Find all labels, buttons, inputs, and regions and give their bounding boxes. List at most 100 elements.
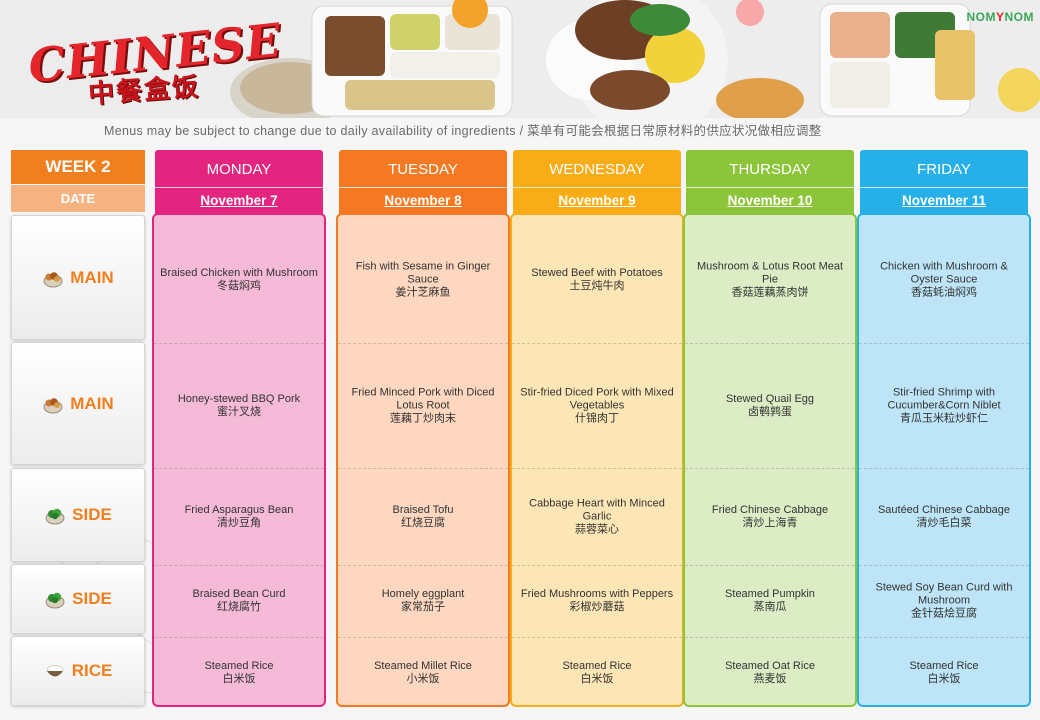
dish-name-en: Stewed Soy Bean Curd with Mushroom [875, 581, 1013, 607]
dish-name-cn: 家常茄子 [401, 601, 445, 613]
dish-name-en: Fried Minced Pork with Diced Lotus Root [351, 386, 495, 411]
dish-wednesday-4: Fried Mushrooms with Peppers 彩椒炒蘑菇 [512, 588, 682, 614]
dish-name-cn: 冬菇焖鸡 [217, 279, 261, 292]
dish-name-en: Steamed Pumpkin [725, 588, 815, 600]
row-label-main-2: MAIN [11, 342, 145, 465]
dish-name-en: Fried Asparagus Bean [184, 504, 294, 516]
dish-name-cn: 蒸南瓜 [753, 601, 787, 613]
dish-name-cn: 白米饭 [222, 673, 256, 685]
dish-monday-3: Fried Asparagus Bean 清炒豆角 [154, 504, 324, 530]
row-label-text: MAIN [70, 393, 114, 413]
header-divider [686, 187, 854, 188]
row-label-text: SIDE [72, 505, 112, 524]
brand-logo: NOMYNOM [966, 10, 1034, 24]
dish-name-en: Chicken with Mushroom & Oyster Sauce [880, 260, 1008, 285]
day-name: THURSDAY [729, 160, 811, 178]
chinese-logo: CHINESE 中餐盒饭 [22, 13, 284, 110]
day-date: November 11 [901, 192, 987, 208]
dish-name-cn: 姜汁芝麻鱼 [395, 286, 451, 298]
row-label-text: RICE [71, 661, 113, 680]
week-label: WEEK 2 [11, 150, 145, 184]
dish-monday-4: Braised Bean Curd 红烧腐竹 [154, 588, 324, 614]
row-divider [338, 637, 508, 638]
dish-name-cn: 莲藕丁炒肉末 [390, 412, 456, 424]
day-name: TUESDAY [388, 160, 458, 178]
dish-name-cn: 金针菇烩豆腐 [911, 607, 977, 620]
brand-text-right: NOM [1004, 10, 1034, 24]
dish-name-cn: 白米饭 [580, 673, 614, 685]
row-divider [512, 468, 682, 469]
dish-friday-1: Chicken with Mushroom & Oyster Sauce 香菇蚝油… [859, 260, 1029, 299]
row-divider [685, 468, 855, 469]
row-divider [338, 468, 508, 469]
dish-name-en: Homely eggplant [381, 588, 465, 600]
brand-mark-icon: Y [995, 10, 1005, 24]
day-name: FRIDAY [917, 160, 971, 178]
dish-name-cn: 土豆炖牛肉 [569, 279, 625, 292]
row-divider [338, 565, 508, 566]
row-divider [859, 468, 1029, 469]
dish-thursday-3: Fried Chinese Cabbage 清炒上海青 [685, 504, 855, 530]
dish-name-cn: 清炒上海青 [742, 517, 798, 529]
day-header-wednesday: WEDNESDAY November 9 [513, 150, 681, 214]
row-label-rice-5: RICE [11, 636, 145, 706]
dish-name-cn: 清炒豆角 [217, 517, 261, 529]
dish-name-en: Stewed Beef with Potatoes [531, 266, 663, 279]
dish-tuesday-4: Homely eggplant 家常茄子 [338, 588, 508, 614]
header-divider [155, 187, 323, 188]
day-date: November 8 [384, 192, 462, 208]
dish-thursday-1: Mushroom & Lotus Root Meat Pie 香菇莲藕蒸肉饼 [685, 260, 855, 299]
dish-monday-1: Braised Chicken with Mushroom 冬菇焖鸡 [154, 267, 324, 293]
dish-name-cn: 卤鹌鹑蛋 [748, 405, 792, 418]
dish-tuesday-3: Braised Tofu 红烧豆腐 [338, 504, 508, 530]
dish-name-en: Stewed Quail Egg [725, 392, 815, 405]
dish-name-cn: 彩椒炒蘑菇 [569, 601, 625, 613]
dish-name-en: Steamed Rice [204, 660, 274, 672]
food-bowl-icon [42, 267, 64, 289]
row-divider [338, 343, 508, 344]
dish-name-en: Stir-fried Diced Pork with Mixed Vegetab… [520, 386, 674, 411]
row-divider [512, 637, 682, 638]
day-header-monday: MONDAY November 7 [155, 150, 323, 214]
dish-name-en: Steamed Rice [562, 660, 632, 672]
food-photo-banner [230, 0, 1040, 118]
day-date: November 10 [727, 192, 813, 208]
dish-name-cn: 红烧豆腐 [401, 517, 445, 529]
vegetable-bowl-icon [44, 504, 66, 526]
day-column-thursday: Mushroom & Lotus Root Meat Pie 香菇莲藕蒸肉饼 Ste… [683, 213, 857, 707]
food-bowl-icon [42, 393, 64, 415]
dish-name-cn: 什锦肉丁 [575, 412, 619, 424]
logo-text-cn: 中餐盒饭 [87, 72, 202, 110]
day-header-thursday: THURSDAY November 10 [686, 150, 854, 214]
day-column-tuesday: Fish with Sesame in Ginger Sauce 姜汁芝麻鱼 Fri… [336, 213, 510, 707]
dish-name-cn: 清炒毛白菜 [916, 517, 972, 529]
dish-name-en: Fried Chinese Cabbage [711, 504, 829, 516]
dish-name-cn: 小米饭 [406, 673, 440, 685]
day-name: WEDNESDAY [549, 160, 645, 178]
row-divider [685, 565, 855, 566]
row-label-main-1: MAIN [11, 215, 145, 340]
row-label-side-3: SIDE [11, 468, 145, 562]
dish-name-cn: 红烧腐竹 [217, 601, 261, 613]
dish-name-en: Stir-fried Shrimp with Cucumber&Corn Nib… [887, 386, 1001, 411]
dish-thursday-4: Steamed Pumpkin 蒸南瓜 [685, 588, 855, 614]
header-divider [339, 187, 507, 188]
dish-name-en: Steamed Oat Rice [725, 660, 815, 672]
row-label-side-4: SIDE [11, 564, 145, 634]
dish-friday-5: Steamed Rice 白米饭 [859, 660, 1029, 686]
dish-tuesday-5: Steamed Millet Rice 小米饭 [338, 660, 508, 686]
dish-name-cn: 香菇蚝油焖鸡 [911, 286, 977, 298]
row-divider [154, 637, 324, 638]
dish-monday-2: Honey-stewed BBQ Pork 蜜汁叉烧 [154, 393, 324, 419]
menu-notice: Menus may be subject to change due to da… [104, 124, 822, 138]
row-divider [154, 565, 324, 566]
rice-bowl-icon [44, 660, 66, 682]
dish-thursday-2: Stewed Quail Egg 卤鹌鹑蛋 [685, 393, 855, 419]
dish-monday-5: Steamed Rice 白米饭 [154, 660, 324, 686]
row-divider [859, 565, 1029, 566]
dish-friday-3: Sautéed Chinese Cabbage 清炒毛白菜 [859, 504, 1029, 530]
dish-name-cn: 蜜汁叉烧 [217, 405, 261, 418]
dish-name-en: Fish with Sesame in Ginger Sauce [355, 260, 491, 285]
day-header-friday: FRIDAY November 11 [860, 150, 1028, 214]
dish-name-en: Steamed Millet Rice [374, 660, 472, 672]
